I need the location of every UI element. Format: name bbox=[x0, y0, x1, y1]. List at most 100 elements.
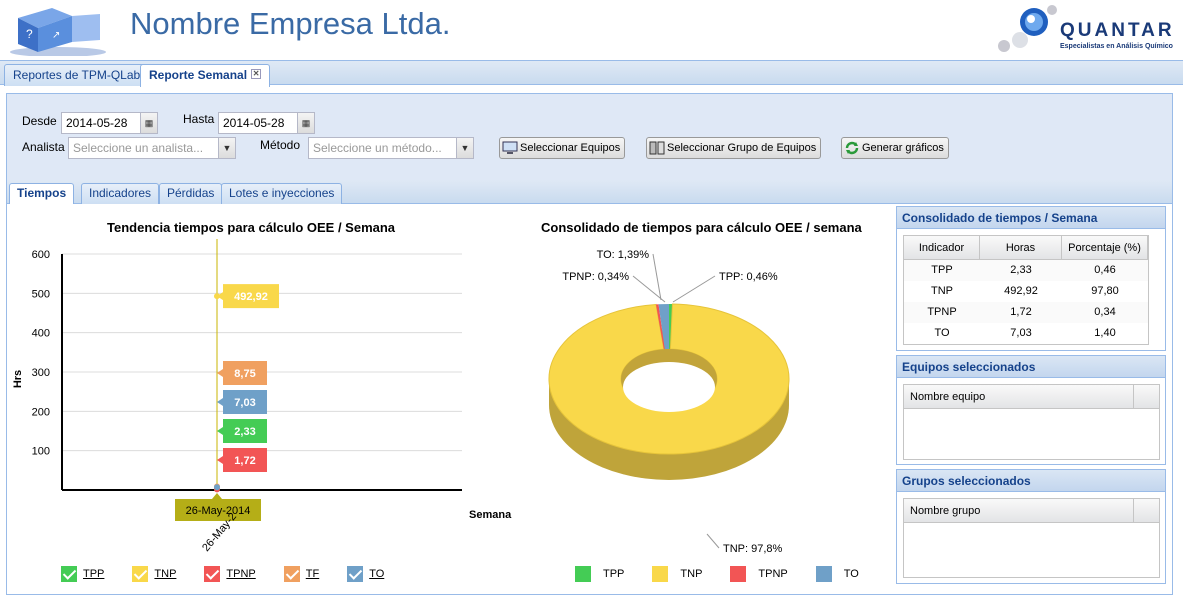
table-row[interactable]: TNP 492,92 97,80 bbox=[904, 281, 1148, 302]
cell-porcentaje: 0,34 bbox=[1094, 306, 1116, 318]
table-row[interactable]: TPNP 1,72 0,34 bbox=[904, 302, 1148, 323]
tab-reporte-semanal-label: Reporte Semanal bbox=[149, 68, 248, 82]
legend-item-tf[interactable]: TF bbox=[283, 566, 320, 582]
cell-porcentaje: 97,80 bbox=[1091, 285, 1119, 297]
legend-label: TPP bbox=[83, 568, 105, 580]
legend-swatch bbox=[575, 566, 591, 582]
metodo-placeholder: Seleccione un método... bbox=[313, 141, 442, 155]
legend-label: TPNP bbox=[226, 568, 256, 580]
col-indicador[interactable]: Indicador bbox=[904, 236, 980, 259]
legend-item-tpp[interactable]: TPP bbox=[61, 566, 104, 582]
seleccionar-equipos-button[interactable]: Seleccionar Equipos bbox=[499, 137, 626, 159]
legend-label: TNP bbox=[154, 568, 177, 580]
quantar-subtitle: Especialistas en Análisis Químico bbox=[1060, 43, 1173, 50]
chevron-down-icon[interactable]: ▼ bbox=[456, 138, 473, 158]
metodo-combo[interactable]: Seleccione un método... ▼ bbox=[308, 137, 474, 159]
chevron-down-icon[interactable]: ▼ bbox=[218, 138, 235, 158]
calendar-icon[interactable]: ▦ bbox=[140, 113, 157, 133]
legend-item-tnp[interactable]: TNP bbox=[132, 566, 176, 582]
checkbox-icon[interactable] bbox=[283, 566, 300, 582]
crosshair-label: 26-May-2014 bbox=[186, 505, 251, 517]
data-point-to bbox=[214, 484, 220, 491]
pie-chart[interactable]: TPP: 0,46% TNP: 97,8% TPNP: 0,34% TO: 1,39% bbox=[547, 244, 887, 564]
table-row[interactable]: TPP 2,33 0,46 bbox=[904, 260, 1148, 281]
monitor-icon bbox=[502, 141, 518, 155]
analista-combo[interactable]: Seleccione un analista... ▼ bbox=[68, 137, 236, 159]
grupos-grid[interactable]: Nombre grupo bbox=[903, 498, 1160, 578]
legend-label: TO bbox=[843, 568, 859, 580]
trend-chart[interactable]: 100 200 300 400 500 600 Hrs Semana 492,92 8,75 7,0… bbox=[7, 239, 527, 569]
app-header: ? ↗ Nombre Empresa Ltda. QUANTAR Especia… bbox=[0, 0, 1183, 60]
pie-label-connector bbox=[706, 533, 720, 549]
hasta-date-value: 2014-05-28 bbox=[223, 116, 285, 130]
tab-tiempos[interactable]: Tiempos bbox=[9, 183, 75, 204]
legend-item-tpnp[interactable]: TPNP bbox=[730, 566, 788, 582]
filter-form: Desde 2014-05-28 ▦ Hasta 2014-05-28 ▦ An… bbox=[7, 94, 1172, 180]
y-axis-title: Hrs bbox=[12, 370, 24, 388]
trend-chart-legend: TPP TNP TPNP TF TO bbox=[61, 566, 412, 582]
quantar-brand: QUANTAR bbox=[1060, 20, 1175, 41]
tab-reporte-semanal[interactable]: Reporte Semanal ✕ bbox=[140, 64, 271, 87]
svg-text:↗: ↗ bbox=[52, 30, 60, 41]
cell-indicador: TNP bbox=[931, 285, 953, 297]
legend-label: TNP bbox=[680, 568, 703, 580]
report-subtabs: Tiempos Indicadores Pérdidas Lotes e iny… bbox=[7, 180, 1172, 204]
checkbox-icon[interactable] bbox=[61, 566, 77, 582]
metodo-label: Método bbox=[260, 138, 301, 152]
y-tick-label: 600 bbox=[32, 249, 50, 261]
value-label-box-tf bbox=[223, 361, 267, 385]
consolidado-grid[interactable]: Indicador Horas Porcentaje (%) TPP 2,33 0,… bbox=[903, 235, 1149, 345]
tab-reportes[interactable]: Reportes de TPM-QLabs bbox=[4, 64, 156, 86]
consolidado-header-row: Indicador Horas Porcentaje (%) bbox=[904, 236, 1148, 260]
value-label-tnp: 492,92 bbox=[234, 291, 268, 303]
value-label-tpp: 2,33 bbox=[234, 426, 255, 438]
cell-horas: 1,72 bbox=[1010, 306, 1032, 318]
legend-label: TPNP bbox=[758, 568, 788, 580]
pie-label-to: TO: 1,39% bbox=[597, 249, 650, 261]
pie-chart-title: Consolidado de tiempos para cálculo OEE … bbox=[541, 220, 862, 235]
cell-horas: 7,03 bbox=[1010, 327, 1032, 339]
checkbox-icon[interactable] bbox=[204, 566, 221, 582]
y-tick-label: 200 bbox=[32, 406, 50, 418]
col-porcentaje[interactable]: Porcentaje (%) bbox=[1062, 236, 1148, 259]
legend-item-tpp[interactable]: TPP bbox=[575, 566, 624, 582]
col-horas[interactable]: Horas bbox=[980, 236, 1062, 259]
checkbox-icon[interactable] bbox=[132, 566, 149, 582]
calendar-icon[interactable]: ▦ bbox=[297, 113, 314, 133]
pie-slice-to bbox=[658, 304, 669, 350]
seleccionar-grupo-button[interactable]: Seleccionar Grupo de Equipos bbox=[646, 137, 822, 159]
analista-placeholder: Seleccione un analista... bbox=[73, 141, 204, 155]
value-label-pointer bbox=[217, 456, 223, 464]
legend-label: TF bbox=[305, 568, 320, 580]
tab-indicadores[interactable]: Indicadores bbox=[81, 183, 160, 204]
consolidado-rows: TPP 2,33 0,46 TNP 492,92 97,80 TPNP 1,72 0,34 TO 7… bbox=[904, 260, 1148, 344]
value-label-box-tpp bbox=[223, 419, 267, 443]
checkbox-icon[interactable] bbox=[347, 566, 364, 582]
tab-lotes[interactable]: Lotes e inyecciones bbox=[221, 183, 343, 204]
desde-date-value: 2014-05-28 bbox=[66, 116, 128, 130]
col-nombre-equipo[interactable]: Nombre equipo bbox=[904, 385, 1134, 408]
close-icon[interactable]: ✕ bbox=[251, 69, 262, 79]
tab-perdidas[interactable]: Pérdidas bbox=[159, 183, 223, 204]
legend-swatch bbox=[652, 566, 669, 582]
legend-item-tnp[interactable]: TNP bbox=[652, 566, 702, 582]
generar-graficos-button[interactable]: Generar gráficos bbox=[841, 137, 949, 159]
seleccionar-grupo-label: Seleccionar Grupo de Equipos bbox=[667, 142, 817, 154]
legend-item-tpnp[interactable]: TPNP bbox=[204, 566, 256, 582]
legend-item-to[interactable]: TO bbox=[815, 566, 859, 582]
col-nombre-grupo[interactable]: Nombre grupo bbox=[904, 499, 1134, 522]
cell-indicador: TPNP bbox=[927, 306, 957, 318]
legend-item-to[interactable]: TO bbox=[347, 566, 384, 582]
value-label-pointer bbox=[217, 398, 223, 406]
legend-label: TPP bbox=[603, 568, 625, 580]
hasta-date-field[interactable]: 2014-05-28 ▦ bbox=[218, 112, 315, 134]
desde-date-field[interactable]: 2014-05-28 ▦ bbox=[61, 112, 158, 134]
equipos-header-row: Nombre equipo bbox=[904, 385, 1159, 409]
value-label-box-tnp bbox=[223, 284, 279, 309]
svg-text:?: ? bbox=[26, 27, 33, 41]
cell-horas: 492,92 bbox=[1004, 285, 1038, 297]
pie-label-tnp: TNP: 97,8% bbox=[723, 543, 783, 555]
equipos-grid[interactable]: Nombre equipo bbox=[903, 384, 1160, 460]
table-row[interactable]: TO 7,03 1,40 bbox=[904, 323, 1148, 344]
value-label-box-tpnp bbox=[223, 448, 267, 472]
